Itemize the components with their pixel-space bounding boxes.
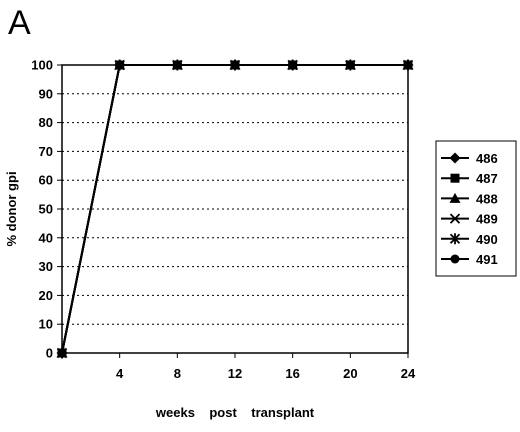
x-marker (449, 213, 461, 224)
legend-item-491: 491 (441, 252, 498, 267)
legend: 486 487 488 489 490 491 (435, 140, 517, 277)
y-tick-label: 0 (46, 346, 53, 361)
circle-marker (230, 60, 240, 70)
y-tick-label: 70 (39, 144, 53, 159)
legend-item-488: 488 (441, 191, 498, 206)
square-marker (450, 173, 460, 183)
x-tick-label: 4 (116, 366, 124, 381)
x-axis-title: weeks post transplant (155, 405, 315, 420)
x-tick-label: 24 (401, 366, 416, 381)
x-tick-label: 16 (285, 366, 299, 381)
legend-label: 490 (476, 232, 498, 247)
legend-label: 487 (476, 171, 498, 186)
gridlines (62, 93, 408, 325)
series-486 (56, 59, 414, 359)
y-axis-title: % donor gpi (4, 171, 19, 246)
y-tick-label: 100 (31, 58, 53, 73)
panel-label: A (8, 4, 31, 42)
x-tick-label: 12 (228, 366, 242, 381)
x-tick-label: 20 (343, 366, 357, 381)
legend-item-490: 490 (441, 232, 498, 247)
legend-label: 491 (476, 252, 498, 267)
series-491 (57, 60, 413, 358)
circle-marker (403, 60, 413, 70)
legend-label: 489 (476, 212, 498, 227)
y-tick-label: 90 (39, 86, 53, 101)
y-tick-label: 10 (39, 317, 53, 332)
circle-marker (57, 348, 67, 358)
series-group (56, 59, 414, 359)
circle-marker (345, 60, 355, 70)
y-tick-label: 20 (39, 288, 53, 303)
y-axis: 0 10 20 30 40 50 60 70 80 90 100 (31, 58, 62, 361)
legend-item-487: 487 (441, 171, 498, 186)
circle-marker (288, 60, 298, 70)
y-tick-label: 50 (39, 202, 53, 217)
legend-box (435, 140, 517, 277)
x-tick-label: 8 (174, 366, 181, 381)
circle-marker (115, 60, 125, 70)
y-tick-label: 30 (39, 259, 53, 274)
legend-item-486: 486 (441, 151, 498, 166)
y-tick-label: 80 (39, 115, 53, 130)
diamond-marker (449, 152, 461, 164)
circle-marker (450, 254, 460, 264)
triangle-marker (449, 192, 461, 203)
series-488 (56, 59, 414, 358)
asterisk-marker (449, 233, 461, 245)
legend-label: 488 (476, 191, 498, 206)
legend-label: 486 (476, 151, 498, 166)
y-tick-label: 40 (39, 230, 53, 245)
x-axis: 4 8 12 16 20 24 (61, 353, 416, 381)
circle-marker (172, 60, 182, 70)
series-490 (56, 59, 414, 359)
legend-item-489: 489 (441, 212, 498, 227)
y-tick-label: 60 (39, 173, 53, 188)
